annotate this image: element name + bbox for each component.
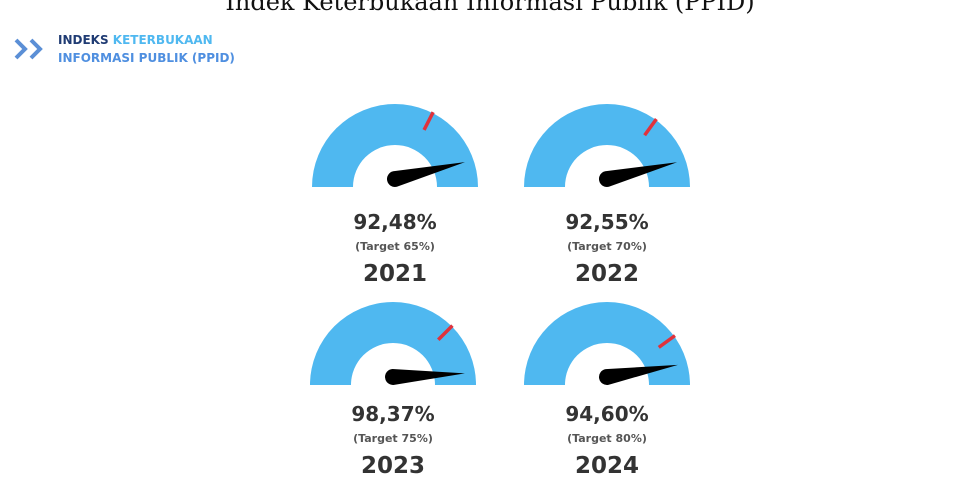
gauge-arc bbox=[524, 302, 690, 385]
gauge-arc bbox=[310, 302, 476, 385]
target-label: (Target 70%) bbox=[567, 240, 647, 253]
page-title: Indek Keterbukaan Informasi Publik (PPID… bbox=[225, 0, 754, 16]
year-label: 2021 bbox=[363, 261, 427, 287]
target-marker bbox=[422, 111, 435, 131]
year-label: 2023 bbox=[361, 453, 425, 478]
value-label: 92,55% bbox=[565, 210, 648, 234]
needle bbox=[387, 162, 466, 187]
year-label: 2024 bbox=[575, 453, 639, 478]
header-line1: INDEKS KETERBUKAAN bbox=[58, 33, 213, 47]
needle bbox=[599, 364, 678, 385]
header-light: KETERBUKAAN bbox=[113, 33, 213, 47]
year-label: 2022 bbox=[575, 261, 639, 287]
header-dark: INDEKS bbox=[58, 33, 109, 47]
target-label: (Target 65%) bbox=[355, 240, 435, 253]
target-marker bbox=[657, 334, 676, 349]
target-label: (Target 80%) bbox=[567, 432, 647, 445]
logo-chevrons bbox=[14, 38, 43, 60]
target-label: (Target 75%) bbox=[353, 432, 433, 445]
value-label: 92,48% bbox=[353, 210, 436, 234]
header-line2: INFORMASI PUBLIK (PPID) bbox=[58, 51, 235, 65]
target-marker bbox=[437, 324, 454, 341]
value-label: 94,60% bbox=[565, 402, 648, 426]
needle bbox=[385, 369, 465, 385]
target-marker bbox=[643, 118, 658, 137]
value-label: 98,37% bbox=[351, 402, 434, 426]
needle bbox=[599, 162, 678, 187]
